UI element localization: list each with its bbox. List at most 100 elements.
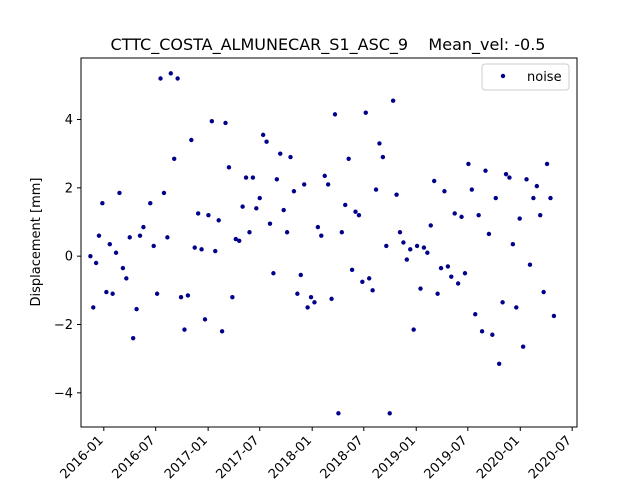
data-point (452, 211, 457, 216)
data-point (288, 154, 293, 160)
data-point (189, 137, 194, 143)
data-point (240, 204, 245, 209)
y-tick-label: 2 (65, 181, 73, 196)
data-point (438, 265, 444, 271)
data-point (459, 214, 464, 220)
data-point (520, 344, 526, 349)
data-point (466, 161, 471, 167)
data-point (117, 190, 122, 196)
data-point (230, 294, 235, 300)
data-point (541, 289, 546, 295)
data-point (479, 329, 485, 334)
data-point (172, 156, 177, 161)
data-point (500, 300, 505, 305)
data-point (312, 300, 317, 305)
y-axis-label: Displacement [mm] (29, 178, 44, 307)
data-point (510, 242, 516, 247)
data-point (182, 327, 187, 332)
data-point (195, 211, 201, 216)
data-point (168, 71, 173, 76)
data-point (100, 201, 105, 206)
data-point (373, 187, 379, 192)
data-point (151, 243, 156, 249)
data-point (88, 253, 93, 259)
data-point (380, 154, 386, 160)
legend-label-noise: noise (527, 70, 562, 85)
data-point (237, 238, 242, 243)
data-point (428, 223, 433, 228)
data-point (349, 267, 355, 273)
data-point (421, 245, 427, 250)
data-point (120, 265, 126, 271)
data-point (130, 335, 136, 341)
data-point (483, 168, 488, 173)
data-point (271, 271, 276, 276)
data-point (336, 411, 341, 416)
data-point (538, 212, 543, 218)
legend-marker (500, 73, 506, 79)
data-point (493, 195, 498, 201)
data-point (524, 177, 529, 182)
data-point (295, 291, 300, 296)
data-point (158, 76, 163, 81)
data-point (517, 216, 522, 221)
data-point (96, 233, 102, 238)
data-point (339, 230, 345, 235)
data-point (366, 276, 372, 281)
data-point (431, 178, 437, 184)
data-point (353, 209, 358, 214)
data-point (496, 361, 502, 366)
data-point (551, 313, 557, 319)
y-tick-label: −4 (54, 386, 73, 401)
data-point (124, 276, 129, 281)
data-point (507, 175, 512, 180)
y-tick-label: −2 (54, 318, 73, 333)
data-point (449, 274, 454, 279)
data-point (503, 171, 509, 177)
data-point (185, 293, 191, 298)
data-point (404, 257, 410, 262)
data-point (401, 240, 406, 245)
data-point (322, 173, 327, 179)
data-point (161, 190, 167, 196)
data-point (332, 112, 338, 117)
data-point (233, 236, 238, 242)
data-point (370, 288, 375, 293)
data-point (192, 245, 197, 250)
data-point (91, 305, 96, 310)
data-point (154, 291, 160, 296)
data-point (250, 175, 256, 180)
data-point (418, 286, 423, 291)
data-point (363, 110, 368, 115)
data-point (284, 230, 290, 235)
data-point (442, 189, 447, 194)
data-point (343, 202, 348, 208)
data-point (141, 224, 146, 230)
data-point (219, 329, 225, 334)
data-point (264, 139, 269, 144)
data-point (325, 182, 331, 187)
data-point (302, 182, 307, 187)
data-point (473, 312, 478, 317)
data-point (377, 141, 382, 146)
data-point (93, 260, 99, 266)
data-point (414, 243, 420, 249)
data-point (134, 306, 139, 312)
y-tick-label: 0 (65, 250, 73, 265)
data-point (257, 195, 262, 201)
data-point (165, 235, 170, 240)
data-point (223, 120, 228, 126)
data-point (175, 76, 180, 81)
legend-box (481, 63, 570, 91)
chart-title: CTTC_COSTA_ALMUNECAR_S1_ASC_9 Mean_vel: … (111, 35, 546, 55)
data-point (315, 224, 321, 230)
data-point (247, 230, 252, 235)
y-tick-label: 4 (65, 113, 73, 128)
data-point (298, 272, 303, 278)
legend: noise (481, 63, 570, 91)
data-point (329, 296, 334, 302)
data-point (408, 247, 413, 252)
data-point (113, 250, 119, 255)
data-point (110, 291, 115, 296)
data-point (476, 212, 481, 218)
